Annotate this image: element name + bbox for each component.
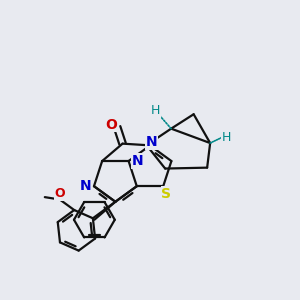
Text: N: N <box>132 154 143 168</box>
Text: H: H <box>222 130 231 143</box>
Text: H: H <box>151 104 160 117</box>
Text: O: O <box>55 187 65 200</box>
Text: N: N <box>80 179 92 193</box>
Text: N: N <box>146 135 158 149</box>
Text: S: S <box>161 187 171 201</box>
Text: O: O <box>105 118 117 132</box>
